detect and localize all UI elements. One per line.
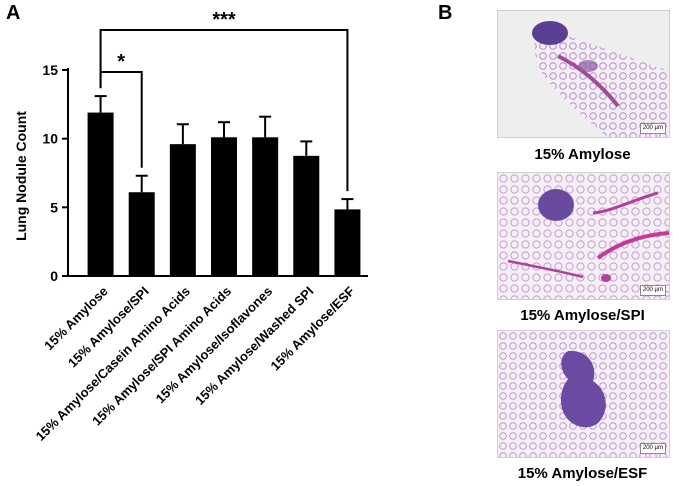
scale-bar: 200 µm bbox=[639, 123, 666, 134]
bar bbox=[169, 144, 196, 276]
bar-group bbox=[87, 112, 361, 276]
y-tick-label: 0 bbox=[50, 268, 58, 284]
y-tick-label: 10 bbox=[42, 131, 58, 147]
histology-caption: 15% Amylose/ESF bbox=[517, 465, 648, 482]
bar bbox=[334, 209, 361, 276]
scale-bar: 200 µm bbox=[639, 443, 666, 454]
y-tick-label: 15 bbox=[42, 62, 58, 78]
bar bbox=[211, 137, 237, 276]
y-axis-label: Lung Nodule Count bbox=[13, 111, 29, 241]
bar bbox=[87, 112, 114, 276]
bar bbox=[293, 155, 320, 276]
histology-caption: 15% Amylose/SPI bbox=[520, 307, 645, 324]
histology-caption: 15% Amylose bbox=[534, 146, 631, 163]
significance-group: **** bbox=[99, 9, 349, 192]
x-tick-label: 15% Amylose/Casein Amino Acids bbox=[33, 284, 193, 444]
histology-image-amylose: 200 µm bbox=[497, 10, 670, 138]
histology-image-amylose-esf: 200 µm bbox=[497, 330, 670, 458]
significance-bracket bbox=[99, 29, 349, 192]
panel-label-a: A bbox=[6, 2, 21, 24]
y-tick-label: 5 bbox=[50, 199, 58, 215]
significance-label: * bbox=[117, 51, 125, 73]
significance-label: *** bbox=[212, 9, 236, 31]
bar bbox=[128, 192, 155, 276]
histology-image-amylose-spi: 200 µm bbox=[497, 172, 670, 300]
panel-label-b: B bbox=[438, 2, 453, 24]
scale-bar: 200 µm bbox=[639, 285, 666, 296]
error-bar-group bbox=[94, 95, 354, 210]
bar bbox=[252, 137, 279, 276]
